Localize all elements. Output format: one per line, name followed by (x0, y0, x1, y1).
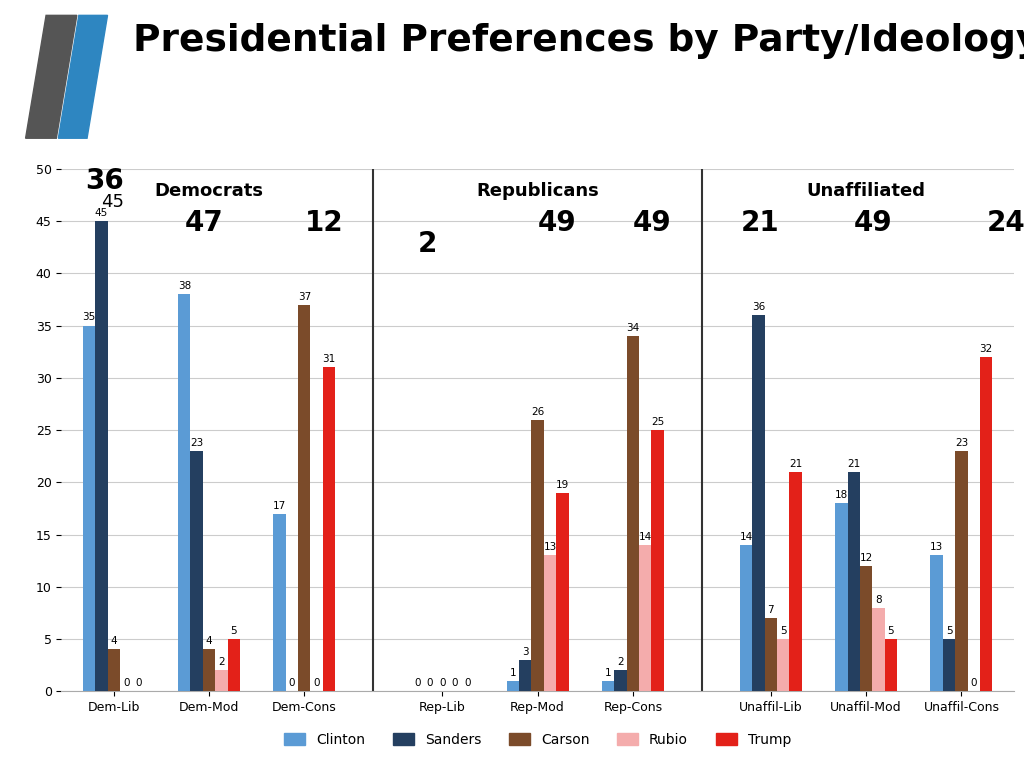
Text: 17: 17 (273, 501, 286, 511)
Text: 1: 1 (510, 667, 516, 677)
Text: 49: 49 (854, 209, 892, 237)
Bar (765, 618, 777, 691)
Text: Unaffiliated: Unaffiliated (807, 182, 926, 200)
Bar (931, 555, 943, 691)
Text: 5: 5 (230, 626, 238, 636)
Text: 14: 14 (639, 531, 652, 542)
Text: 2: 2 (218, 657, 224, 667)
Text: 14: 14 (739, 531, 753, 542)
Bar (753, 315, 765, 691)
Text: 4: 4 (206, 636, 212, 647)
Bar (215, 670, 227, 691)
Text: 8: 8 (876, 594, 882, 604)
Text: 1: 1 (605, 667, 611, 677)
Text: 24: 24 (987, 209, 1024, 237)
Bar (836, 503, 848, 691)
Text: 0: 0 (123, 678, 129, 688)
Bar (507, 680, 519, 691)
Text: 38: 38 (178, 281, 190, 291)
Bar (95, 221, 108, 691)
Bar (178, 294, 190, 691)
Text: 25: 25 (651, 417, 665, 427)
Text: 21: 21 (740, 209, 779, 237)
Bar (955, 451, 968, 691)
Text: 37: 37 (298, 292, 311, 302)
Bar (614, 670, 627, 691)
Bar (627, 336, 639, 691)
Text: 0: 0 (427, 678, 433, 688)
Bar (323, 367, 335, 691)
Text: 5: 5 (888, 626, 894, 636)
Text: 36: 36 (752, 302, 765, 312)
Text: 12: 12 (859, 553, 872, 563)
Text: 13: 13 (930, 542, 943, 552)
Text: 12: 12 (305, 209, 344, 237)
Text: 19: 19 (556, 479, 569, 490)
Text: 2: 2 (418, 230, 437, 258)
Text: 35: 35 (83, 313, 95, 323)
Bar (980, 357, 992, 691)
Bar (740, 545, 753, 691)
Text: 21: 21 (847, 458, 860, 468)
Bar (602, 680, 614, 691)
Text: 23: 23 (190, 438, 204, 448)
Text: 0: 0 (415, 678, 421, 688)
Text: 47: 47 (184, 209, 223, 237)
Text: Presidential Preferences by Party/Ideology: Presidential Preferences by Party/Ideolo… (133, 23, 1024, 59)
Bar (943, 639, 955, 691)
Bar (777, 639, 790, 691)
Bar (531, 419, 544, 691)
Text: 0: 0 (971, 678, 977, 688)
Text: 4: 4 (111, 636, 117, 647)
Text: 0: 0 (439, 678, 445, 688)
Bar (298, 305, 310, 691)
Text: 2: 2 (617, 657, 624, 667)
Text: 36: 36 (85, 167, 124, 195)
Bar (83, 326, 95, 691)
Bar (556, 493, 568, 691)
Text: 5: 5 (780, 626, 786, 636)
Text: 0: 0 (313, 678, 319, 688)
Text: 0: 0 (452, 678, 458, 688)
Bar (203, 650, 215, 691)
Text: 0: 0 (135, 678, 142, 688)
Bar (190, 451, 203, 691)
Bar (885, 639, 897, 691)
Text: 3: 3 (522, 647, 528, 657)
Bar (544, 555, 556, 691)
Text: 45: 45 (95, 208, 109, 218)
Legend: Clinton, Sanders, Carson, Rubio, Trump: Clinton, Sanders, Carson, Rubio, Trump (279, 727, 797, 752)
Bar (790, 472, 802, 691)
Text: 32: 32 (980, 344, 992, 354)
Bar (872, 607, 885, 691)
Text: 13: 13 (544, 542, 557, 552)
Text: 18: 18 (835, 490, 848, 500)
Text: 49: 49 (633, 209, 672, 237)
Text: 49: 49 (538, 209, 577, 237)
Text: 23: 23 (954, 438, 968, 448)
Text: Democrats: Democrats (155, 182, 263, 200)
Bar (273, 514, 286, 691)
Text: 31: 31 (323, 354, 336, 364)
Bar (108, 650, 120, 691)
Text: 45: 45 (101, 193, 125, 210)
Bar (848, 472, 860, 691)
Text: 0: 0 (464, 678, 470, 688)
Text: 7: 7 (768, 605, 774, 615)
Text: 5: 5 (946, 626, 952, 636)
Bar (519, 660, 531, 691)
Bar (651, 430, 664, 691)
Bar (860, 566, 872, 691)
Text: 34: 34 (627, 323, 639, 333)
Bar (639, 545, 651, 691)
Text: 26: 26 (531, 406, 544, 416)
Text: 21: 21 (790, 458, 802, 468)
Text: 0: 0 (289, 678, 295, 688)
Text: Republicans: Republicans (476, 182, 599, 200)
Bar (227, 639, 240, 691)
